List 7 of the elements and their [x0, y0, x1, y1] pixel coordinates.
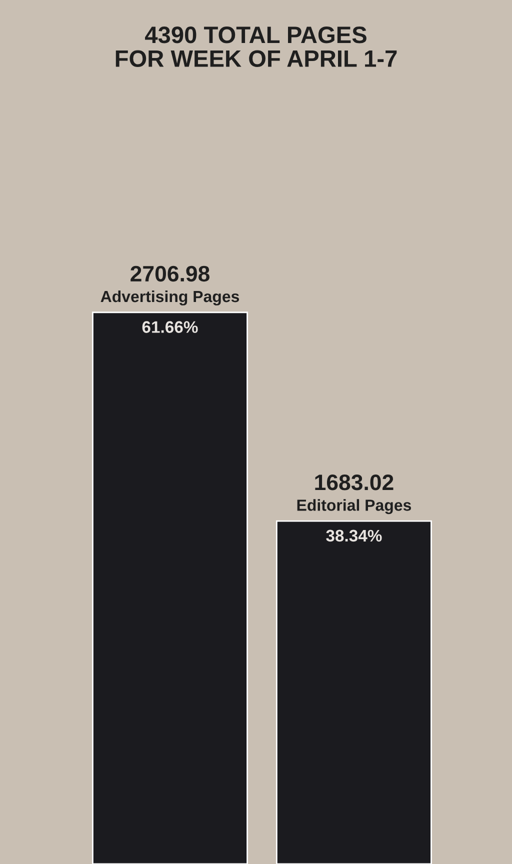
- chart-title: 4390 TOTAL PAGES FOR WEEK OF APRIL 1-7: [116, 26, 397, 67]
- annotation: 38.34%: [326, 530, 382, 542]
- data-label: 2706.98: [130, 266, 210, 282]
- x-tick-label: Editorial Pages: [297, 499, 412, 514]
- annotation: 61.66%: [142, 321, 198, 333]
- data-label: 1683.02: [315, 474, 394, 490]
- x-tick-label: Advertising Pages: [100, 290, 240, 306]
